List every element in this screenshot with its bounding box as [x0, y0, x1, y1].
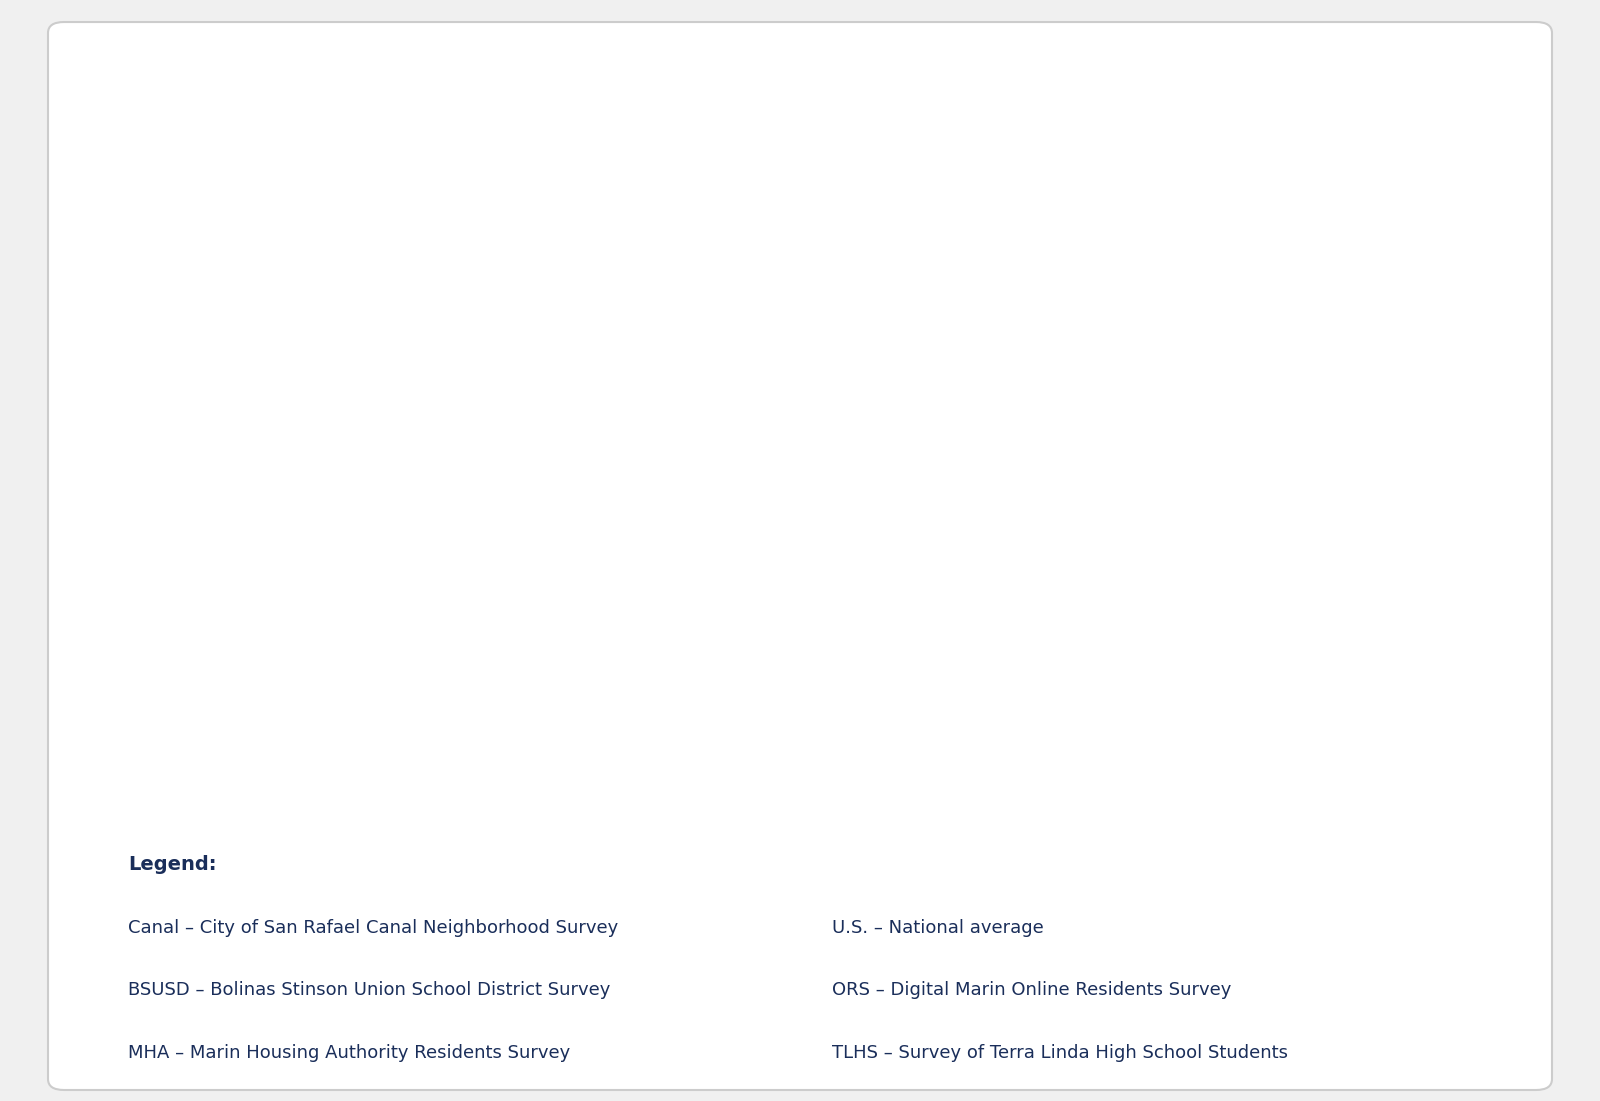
- Text: MHA – Marin Housing Authority Residents Survey: MHA – Marin Housing Authority Residents …: [128, 1044, 570, 1062]
- Text: ORS – Digital Marin Online Residents Survey: ORS – Digital Marin Online Residents Sur…: [832, 981, 1232, 1000]
- Text: BSUSD – Bolinas Stinson Union School District Survey: BSUSD – Bolinas Stinson Union School Dis…: [128, 981, 610, 1000]
- Text: Canal – City of San Rafael Canal Neighborhood Survey: Canal – City of San Rafael Canal Neighbo…: [128, 918, 618, 937]
- Bar: [899, 432, 1024, 771]
- Text: TLHS – Survey of Terra Linda High School Students: TLHS – Survey of Terra Linda High School…: [832, 1044, 1288, 1062]
- Bar: [218, 700, 342, 771]
- Bar: [1126, 233, 1251, 771]
- Text: Legend:: Legend:: [128, 854, 216, 874]
- Bar: [445, 665, 570, 771]
- Bar: [1354, 212, 1478, 771]
- Text: U.S. – National average: U.S. – National average: [832, 918, 1043, 937]
- Bar: [672, 650, 797, 771]
- Title: COMPUTERS/LAPTOPS PER HOUSEHOLD: COMPUTERS/LAPTOPS PER HOUSEHOLD: [443, 75, 1253, 109]
